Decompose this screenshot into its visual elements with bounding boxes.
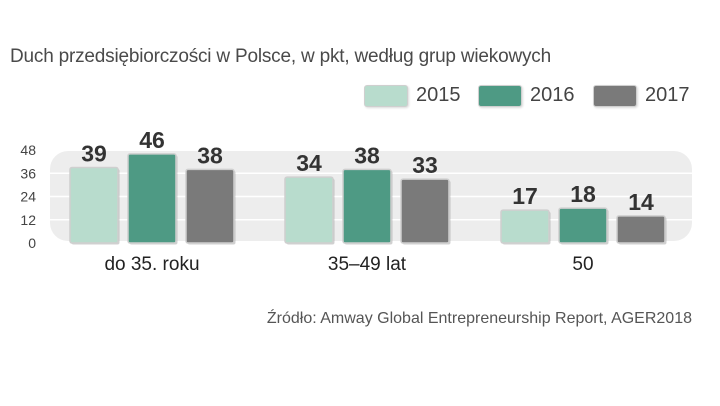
y-tick-label: 24 <box>20 189 36 205</box>
category-label: 35–49 lat <box>328 254 407 275</box>
data-label: 34 <box>296 150 322 176</box>
bar <box>284 176 334 244</box>
data-label: 39 <box>81 140 107 166</box>
legend-swatch-2015 <box>364 85 408 107</box>
category-label: do 35. roku <box>104 254 199 275</box>
category-label: 50 <box>572 254 593 275</box>
bar <box>558 207 608 244</box>
bar <box>185 168 235 244</box>
bar <box>500 209 550 244</box>
y-tick-label: 48 <box>20 142 36 158</box>
legend: 2015 2016 2017 <box>0 0 720 120</box>
data-label: 38 <box>197 142 223 168</box>
bar <box>616 215 666 244</box>
legend-label-2016: 2016 <box>530 84 575 106</box>
data-label: 46 <box>139 127 165 153</box>
data-label: 38 <box>354 142 380 168</box>
bar <box>69 166 119 244</box>
legend-label-2017: 2017 <box>645 84 690 106</box>
chart-title: Duch przedsiębiorczości w Polsce, w pkt,… <box>10 46 551 67</box>
legend-label-2015: 2015 <box>416 84 461 106</box>
y-tick-label: 36 <box>20 165 36 181</box>
data-label: 17 <box>512 183 538 209</box>
legend-swatch-2016 <box>478 85 522 107</box>
bar <box>127 153 177 244</box>
bar <box>400 178 450 244</box>
data-label: 14 <box>628 189 654 215</box>
y-tick-label: 12 <box>20 212 36 228</box>
source-note: Źródło: Amway Global Entrepreneurship Re… <box>266 310 692 327</box>
legend-swatch-2017 <box>593 85 637 107</box>
data-label: 33 <box>412 152 438 178</box>
data-label: 18 <box>570 181 596 207</box>
y-tick-label: 0 <box>28 235 36 251</box>
bar <box>342 168 392 244</box>
